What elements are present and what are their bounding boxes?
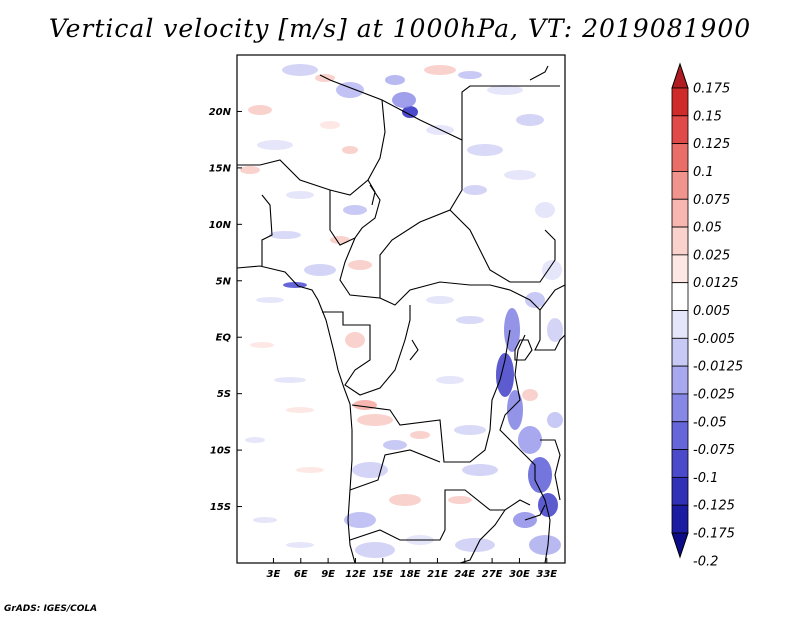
colorbar-swatch [671,476,689,506]
map-plot-area [237,55,565,563]
colorbar-swatch [671,87,689,117]
rift-speckles [496,260,563,555]
lat-tick-label: 15S [210,502,231,513]
border-angola-zambia [349,449,441,491]
colorbar-label: 0.05 [693,221,722,236]
colorbar-label: -0.2 [693,554,718,569]
colorbar-label: 0.1 [693,165,714,180]
colorbar-top-arrow [671,62,689,89]
lon-tick-label: 24E [454,569,475,580]
border-gabon-congo [322,305,411,396]
colorbar-swatch [671,393,689,423]
colorbar-label: 0.175 [693,82,730,97]
colorbar-label: -0.175 [693,527,735,542]
lon-tick-label: 27E [482,569,503,580]
border-malawi [540,439,561,501]
colorbar-label: -0.005 [693,332,735,347]
lake-victoria-west [514,339,533,361]
lat-tick-label: 20N [209,107,232,118]
central-speckles [344,296,498,558]
lon-tick-label: 12E [345,569,366,580]
colorbar-label: 0.0125 [693,276,739,291]
colorbar-label: 0.15 [693,109,722,124]
sahara-speckles [240,64,555,276]
lat-tick-label: 10S [210,446,231,457]
border-zambezi [524,504,546,521]
colorbar-label: -0.075 [693,443,735,458]
border-south-sudan [449,209,556,283]
lat-tick-label: 5S [217,389,231,400]
lon-tick-label: 30E [509,569,530,580]
border-lakes-rift [499,334,551,563]
border-libya-chad [381,85,560,141]
border-chad-cameroon [339,140,463,299]
nile-feature [529,65,549,81]
border-benin [261,194,273,266]
colorbar-swatch [671,282,689,311]
colorbar-swatch [671,421,689,450]
border-car-drc [379,281,565,311]
grads-credit: GrADS: IGES/COLA [4,604,98,614]
lon-tick-label: 21E [427,569,448,580]
colorbar-label: 0.025 [693,248,730,263]
colorbar-swatch [671,226,689,256]
border-angola-drc [351,329,511,463]
colorbar-swatch [671,449,689,478]
colorbar-swatch [671,143,689,172]
lon-tick-label: 15E [372,569,393,580]
colorbar-swatch [671,365,689,395]
lat-tick-label: EQ [216,333,232,344]
border-zimbabwe [459,509,506,563]
colorbar-label: -0.125 [693,499,735,514]
colorbar: 0.175 0.15 0.125 0.1 0.075 0.05 0.025 0.0125 0.0… [671,62,743,569]
border-namibia-zambia [349,489,531,541]
lat-tick-label: 5N [216,276,232,287]
border-nigeria [329,184,381,246]
colorbar-swatch [671,254,689,284]
lat-tick-label: 10N [209,220,232,231]
lon-tick-label: 9E [321,569,335,580]
colorbar-label: -0.05 [693,415,727,430]
colorbar-swatch [671,171,689,200]
border-mali-niger [237,74,386,196]
map-frame [236,54,566,564]
latitude-axis: 20N 15N 10N 5N EQ 5S 10S 15S [209,107,242,513]
colorbar-label: 0.075 [693,193,730,208]
colorbar-swatch [671,504,689,534]
border-uganda-kenya [534,310,565,351]
colorbar-swatch [671,337,689,367]
river-feature [409,339,419,361]
colorbar-label: -0.1 [693,471,718,486]
lat-tick-label: 15N [209,163,232,174]
lon-tick-label: 3E [267,569,281,580]
lon-tick-label: 6E [294,569,308,580]
lon-tick-label: 18E [400,569,421,580]
map-title: Vertical velocity [m/s] at 1000hPa, VT: … [48,14,752,43]
lake-chad [367,179,376,206]
colorbar-swatch [671,198,689,228]
colorbar-swatch [671,310,689,339]
colorbar-label: 0.005 [693,304,730,319]
political-boundaries [237,65,565,563]
colorbar-label: -0.0125 [693,360,743,375]
longitude-axis: 3E 6E 9E 12E 15E 18E 21E 24E 27E 30E 33E [267,558,557,580]
colorbar-bottom-arrow [671,532,689,559]
gulf-speckles [245,282,324,548]
colorbar-label: 0.125 [693,137,730,152]
velocity-field [240,64,563,558]
colorbar-swatch [671,115,689,145]
colorbar-label: -0.025 [693,387,735,402]
lon-tick-label: 33E [536,569,557,580]
